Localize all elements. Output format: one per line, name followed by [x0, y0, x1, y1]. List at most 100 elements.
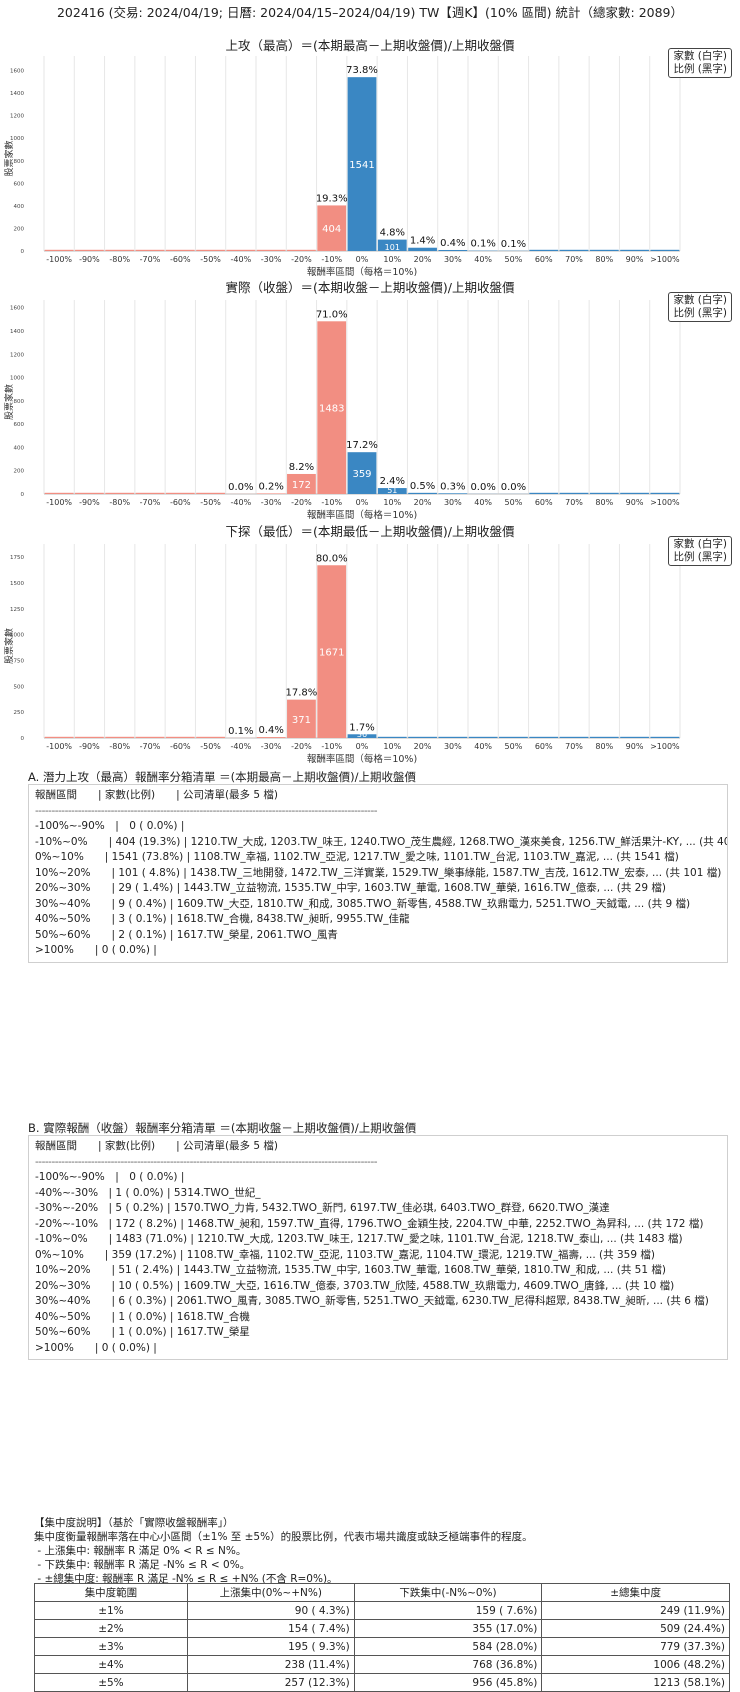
bar — [529, 493, 558, 494]
x-tick-label: -10% — [321, 742, 342, 751]
bar-percent-label: 0.2% — [258, 481, 283, 492]
bar — [438, 250, 467, 251]
x-tick-label: 10% — [383, 255, 401, 264]
x-tick-label: -80% — [109, 742, 130, 751]
x-tick-label: 90% — [626, 255, 644, 264]
x-tick-label: 60% — [535, 498, 553, 507]
x-tick-label: 20% — [414, 742, 432, 751]
x-tick-label: -60% — [170, 498, 191, 507]
x-tick-label: 50% — [505, 498, 523, 507]
table-cell: 584 (28.0%) — [354, 1638, 542, 1656]
column-header: 集中度範圍 — [35, 1584, 188, 1602]
bar — [136, 250, 165, 251]
bar-percent-label: 0.1% — [501, 239, 526, 250]
chart-title: 上攻（最高）＝(本期最高－上期收盤價)/上期收盤價 — [226, 38, 515, 53]
y-tick-label: 400 — [14, 445, 25, 451]
bar-percent-label: 17.8% — [286, 688, 318, 699]
y-tick-label: 1250 — [10, 607, 24, 613]
bar — [196, 737, 225, 738]
bar — [590, 493, 619, 494]
bar — [408, 493, 437, 494]
page-title: 202416 (交易: 2024/04/19; 日曆: 2024/04/15–2… — [0, 2, 740, 21]
bar — [620, 737, 649, 738]
bar — [226, 250, 255, 251]
y-tick-label: 800 — [14, 399, 25, 405]
x-tick-label: 80% — [595, 255, 613, 264]
bar — [378, 737, 407, 738]
bar — [45, 737, 74, 738]
bar — [620, 250, 649, 251]
y-tick-label: 0 — [21, 736, 25, 742]
bar-percent-label: 19.3% — [316, 193, 348, 204]
x-tick-label: -100% — [46, 498, 72, 507]
table-cell: 509 (24.4%) — [542, 1620, 730, 1638]
x-tick-label: -60% — [170, 742, 191, 751]
table-cell: 249 (11.9%) — [542, 1602, 730, 1620]
table-cell: ±3% — [35, 1638, 188, 1656]
legend-ratio-label: 比例 (黑字) — [673, 307, 727, 320]
column-header: ±總集中度 — [542, 1584, 730, 1602]
x-tick-label: 40% — [474, 742, 492, 751]
x-tick-label: -90% — [79, 498, 100, 507]
x-tick-label: -70% — [140, 498, 161, 507]
y-tick-label: 500 — [14, 684, 25, 690]
x-tick-label: -40% — [231, 255, 252, 264]
section-a-list: 報酬區間 | 家數(比例) | 公司清單(最多 5 檔) -----------… — [28, 784, 728, 963]
table-cell: 238 (11.4%) — [187, 1656, 354, 1674]
concentration-table: 集中度範圍 上漲集中(0%~+N%) 下跌集中(-N%~0%) ±總集中度 ±1… — [34, 1583, 730, 1692]
chart-title: 下探（最低）＝(本期最低－上期收盤價)/上期收盤價 — [226, 524, 515, 539]
bar — [166, 250, 195, 251]
bar — [257, 737, 286, 738]
legend-count-label: 家數 (白字) — [673, 538, 727, 551]
x-tick-label: -10% — [321, 498, 342, 507]
x-tick-label: 0% — [356, 742, 369, 751]
bar — [105, 737, 134, 738]
y-tick-label: 0 — [21, 492, 25, 498]
x-tick-label: -20% — [291, 498, 312, 507]
bar — [529, 737, 558, 738]
bar — [590, 737, 619, 738]
y-tick-label: 0 — [21, 249, 25, 255]
x-axis-label: 報酬率區間（每格＝10%) — [307, 509, 417, 520]
x-tick-label: -40% — [231, 498, 252, 507]
x-tick-label: -20% — [291, 255, 312, 264]
bar-count-label: 101 — [385, 243, 400, 252]
list-item: 20%~30% | 10 ( 0.5%) | 1609.TW_大亞, 1616.… — [35, 1279, 727, 1295]
y-tick-label: 1600 — [10, 306, 24, 312]
x-tick-label: -30% — [261, 255, 282, 264]
x-tick-label: -50% — [200, 742, 221, 751]
legend-count-label: 家數 (白字) — [673, 50, 727, 63]
y-tick-label: 250 — [14, 710, 25, 716]
bar — [105, 250, 134, 251]
bar — [166, 737, 195, 738]
list-separator: ----------------------------------------… — [35, 1155, 727, 1171]
x-tick-label: 10% — [383, 498, 401, 507]
table-cell: 779 (37.3%) — [542, 1638, 730, 1656]
bar-percent-label: 0.4% — [258, 725, 283, 736]
table-cell: ±2% — [35, 1620, 188, 1638]
chart-close-svg: 實際（收盤）＝(本期收盤－上期收盤價)/上期收盤價020040060080010… — [0, 278, 740, 520]
section-b-list: 報酬區間 | 家數(比例) | 公司清單(最多 5 檔) -----------… — [28, 1135, 728, 1360]
x-tick-label: 90% — [626, 742, 644, 751]
y-tick-label: 1400 — [10, 329, 24, 335]
bar-count-label: 1671 — [319, 648, 344, 659]
x-tick-label: >100% — [650, 742, 680, 751]
bar — [438, 737, 467, 738]
x-tick-label: >100% — [650, 498, 680, 507]
x-tick-label: 50% — [505, 742, 523, 751]
bar — [529, 250, 558, 251]
x-tick-label: -30% — [261, 742, 282, 751]
bar-count-label: 36 — [357, 730, 367, 739]
y-tick-label: 600 — [14, 422, 25, 428]
list-item: 30%~40% | 9 ( 0.4%) | 1609.TW_大亞, 1810.T… — [35, 897, 727, 913]
y-axis-label: 股票家數 — [3, 140, 15, 176]
x-tick-label: 10% — [383, 742, 401, 751]
bar — [590, 250, 619, 251]
list-item: 10%~20% | 101 ( 4.8%) | 1438.TW_三地開發, 14… — [35, 866, 727, 882]
bar — [45, 493, 74, 494]
list-item: -10%~0% | 1483 (71.0%) | 1210.TW_大成, 120… — [35, 1232, 727, 1248]
bar — [136, 737, 165, 738]
bar-count-label: 172 — [292, 480, 311, 491]
y-tick-label: 1600 — [10, 69, 24, 75]
